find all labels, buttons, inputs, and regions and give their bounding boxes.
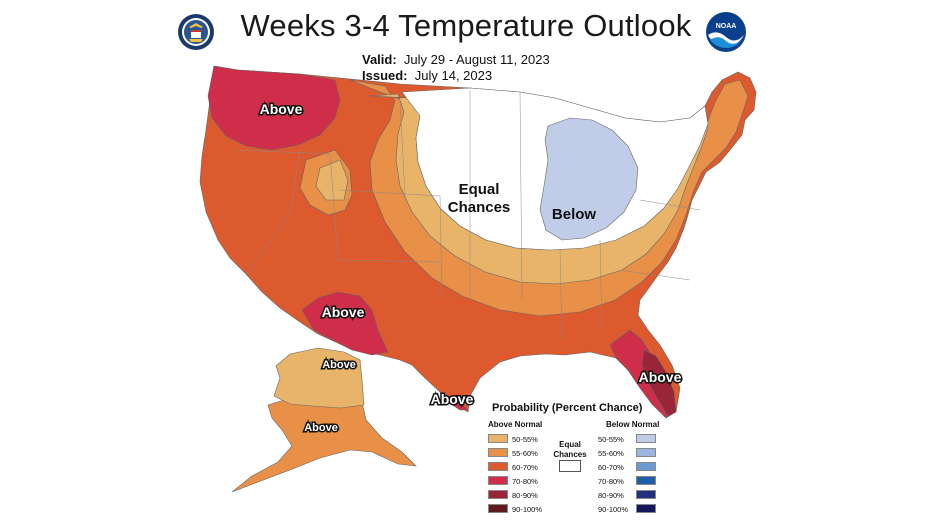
legend-below-label: 80-90% — [598, 491, 624, 500]
legend-equal-chances-swatch — [559, 460, 581, 472]
region-above-80-90-florida — [641, 349, 677, 417]
label-above-alaska-north: Above — [322, 359, 356, 371]
legend-above-label: 90-100% — [512, 505, 543, 514]
probability-legend: Probability (Percent Chance) Above Norma… — [484, 402, 684, 522]
region-above-70-80-northwest — [207, 65, 341, 151]
label-above-alaska-south: Above — [304, 422, 338, 434]
region-below-50-55 — [539, 117, 639, 241]
state-boundaries — [235, 90, 701, 341]
legend-below-swatch — [636, 434, 656, 443]
legend-below-swatch — [636, 490, 656, 499]
forecast-dates: Valid: July 29 - August 11, 2023 Issued:… — [362, 52, 550, 84]
legend-above-swatch — [488, 504, 508, 513]
valid-label: Valid: — [362, 52, 397, 67]
region-alaska-above-50-55 — [273, 347, 365, 409]
department-of-commerce-seal-icon — [178, 14, 214, 50]
legend-above-swatch — [488, 448, 508, 457]
legend-equal-label-line2: Chances — [553, 450, 587, 459]
legend-below-label: 50-55% — [598, 435, 624, 444]
noaa-logo-icon: NOAA — [706, 12, 746, 52]
label-above-texas-coast: Above — [431, 391, 474, 407]
region-above-70-80-texas-coast — [439, 391, 469, 411]
region-alaska-above-55-60 — [231, 394, 417, 493]
legend-below-swatch — [636, 476, 656, 485]
label-above-southwest: Above — [322, 304, 365, 320]
legend-below-label: 55-60% — [598, 449, 624, 458]
legend-above-label: 70-80% — [512, 477, 538, 486]
valid-dates: July 29 - August 11, 2023 — [403, 52, 550, 67]
legend-above-swatch — [488, 490, 508, 499]
legend-below-swatch — [636, 448, 656, 457]
issued-date: July 14, 2023 — [414, 68, 493, 83]
legend-below-swatch — [636, 504, 656, 513]
legend-above-label: 60-70% — [512, 463, 538, 472]
legend-below-label: 90-100% — [598, 505, 629, 514]
legend-title: Probability (Percent Chance) — [492, 402, 643, 414]
legend-above-swatch — [488, 462, 508, 471]
region-above-70-80-southwest — [301, 291, 389, 356]
legend-above-label: 55-60% — [512, 449, 538, 458]
legend-above-label: 80-90% — [512, 491, 538, 500]
legend-above-swatch — [488, 434, 508, 443]
legend-above-label: 50-55% — [512, 435, 538, 444]
label-above-florida: Above — [639, 369, 682, 385]
legend-above-swatch — [488, 476, 508, 485]
legend-above-heading: Above Normal — [488, 420, 543, 429]
label-equal-chances-line2: Chances — [448, 199, 511, 216]
label-below-great-lakes: Below — [552, 206, 597, 223]
noaa-logo-text: NOAA — [716, 23, 737, 30]
issued-label: Issued: — [362, 68, 408, 83]
legend-equal-chances-label: Equal Chances — [552, 440, 588, 460]
label-equal-chances-line1: Equal — [459, 181, 500, 198]
legend-below-heading: Below Normal — [606, 420, 660, 429]
legend-equal-label-line1: Equal — [559, 440, 581, 449]
map-title: Weeks 3-4 Temperature Outlook — [240, 8, 692, 43]
legend-below-label: 70-80% — [598, 477, 624, 486]
label-above-northwest: Above — [260, 101, 303, 117]
legend-below-swatch — [636, 462, 656, 471]
legend-below-label: 60-70% — [598, 463, 624, 472]
